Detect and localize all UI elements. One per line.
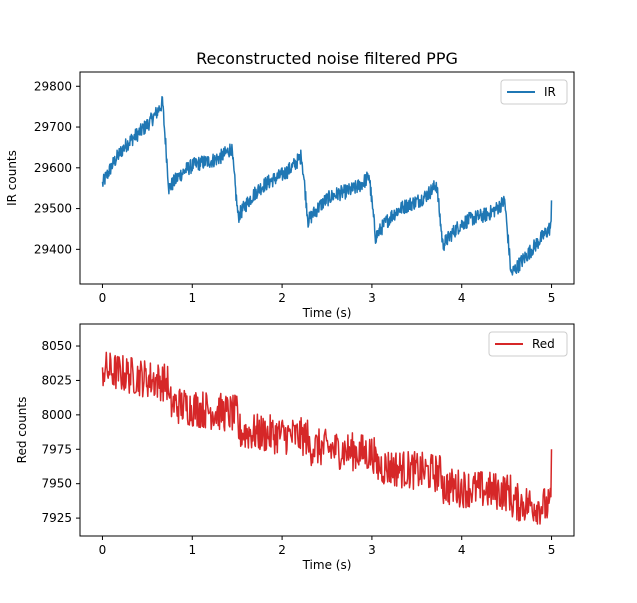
red-series-line bbox=[101, 351, 553, 525]
x-tick-label: 3 bbox=[368, 543, 376, 557]
x-tick-label: 0 bbox=[99, 291, 107, 305]
red-x-axis-label: Time (s) bbox=[302, 558, 352, 572]
red-series-group bbox=[101, 351, 553, 525]
red-legend-label: Red bbox=[532, 337, 555, 351]
x-tick-label: 1 bbox=[188, 543, 196, 557]
ir-ticks-group: 0 1 2 3 4 5 29400 29500 29600 29700 29800 bbox=[34, 79, 556, 305]
y-tick-label: 29800 bbox=[34, 79, 72, 93]
y-tick-label: 29600 bbox=[34, 161, 72, 175]
y-tick-label: 8050 bbox=[41, 339, 72, 353]
ir-legend: IR bbox=[500, 79, 568, 105]
ir-axes-frame bbox=[79, 71, 575, 285]
y-tick-label: 8000 bbox=[41, 408, 72, 422]
y-tick-label: 7925 bbox=[41, 511, 72, 525]
ir-series-line bbox=[101, 96, 553, 276]
x-tick-label: 0 bbox=[99, 543, 107, 557]
x-tick-label: 3 bbox=[368, 291, 376, 305]
y-tick-label: 7950 bbox=[41, 477, 72, 491]
ir-panel: 0 1 2 3 4 5 29400 29500 29600 29700 29800 Time (s)… bbox=[5, 71, 575, 320]
chart-title: Reconstructed noise filtered PPG bbox=[196, 49, 458, 68]
x-tick-label: 2 bbox=[278, 291, 286, 305]
red-legend: Red bbox=[488, 331, 568, 357]
ir-legend-label: IR bbox=[544, 85, 556, 99]
y-tick-label: 29500 bbox=[34, 202, 72, 216]
x-tick-label: 1 bbox=[188, 291, 196, 305]
x-tick-label: 5 bbox=[548, 291, 556, 305]
red-axes-frame bbox=[79, 323, 575, 537]
red-legend-box bbox=[488, 331, 568, 357]
y-tick-label: 8025 bbox=[41, 373, 72, 387]
y-tick-label: 29400 bbox=[34, 242, 72, 256]
ir-x-axis-label: Time (s) bbox=[302, 306, 352, 320]
y-tick-label: 29700 bbox=[34, 120, 72, 134]
ir-series-group bbox=[101, 96, 553, 276]
x-tick-label: 5 bbox=[548, 543, 556, 557]
y-tick-label: 7975 bbox=[41, 442, 72, 456]
red-ticks-group: 0 1 2 3 4 5 7925 7950 7975 8000 8025 8050 bbox=[41, 339, 555, 557]
x-tick-label: 4 bbox=[458, 543, 466, 557]
red-y-axis-label: Red counts bbox=[15, 397, 29, 464]
x-tick-label: 2 bbox=[278, 543, 286, 557]
ir-y-axis-label: IR counts bbox=[5, 150, 19, 206]
x-tick-label: 4 bbox=[458, 291, 466, 305]
